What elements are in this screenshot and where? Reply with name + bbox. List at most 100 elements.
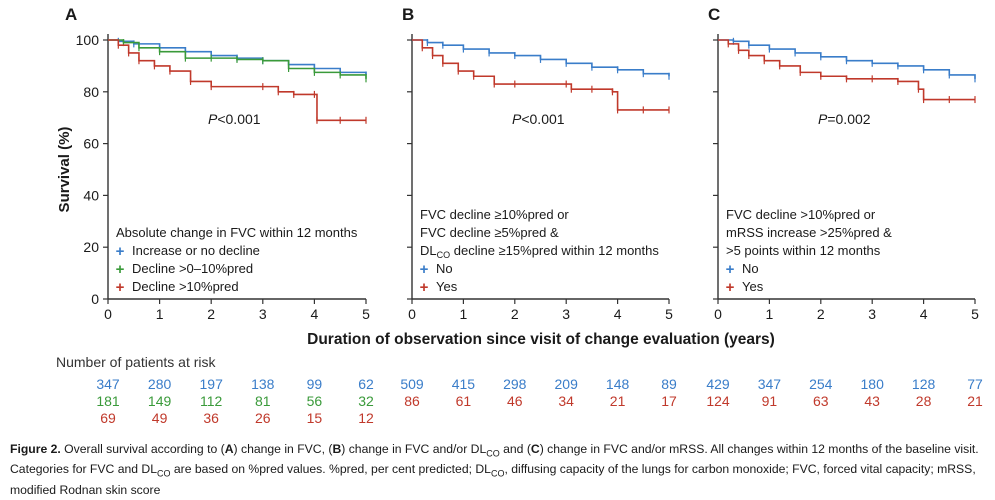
x-tick-label: 2 <box>817 306 825 322</box>
risk-table-cell: 63 <box>813 393 829 409</box>
risk-table-cell: 17 <box>661 393 677 409</box>
y-tick-label: 0 <box>91 291 99 307</box>
risk-table-cell: 209 <box>554 376 578 392</box>
risk-table-cell: 61 <box>455 393 472 409</box>
risk-table-cell: 81 <box>255 393 271 409</box>
x-tick-label: 0 <box>714 306 722 322</box>
p-value-text: =0.002 <box>827 111 870 127</box>
legend-marker: + <box>726 279 735 296</box>
legend-title: FVC decline ≥5%pred & <box>420 225 559 240</box>
caption-text: Overall survival according to ( <box>60 442 225 456</box>
panel-label: A <box>65 5 77 24</box>
x-tick-label: 1 <box>766 306 774 322</box>
legend-entry-label: No <box>742 261 759 276</box>
p-value-text: <0.001 <box>521 111 564 127</box>
risk-table-cell: 32 <box>358 393 374 409</box>
x-tick-label: 3 <box>562 306 570 322</box>
legend-marker: + <box>116 261 125 278</box>
y-tick-label: 80 <box>83 84 99 100</box>
x-tick-label: 5 <box>665 306 673 322</box>
risk-table-cell: 21 <box>609 393 626 409</box>
risk-table-cell: 112 <box>200 393 223 409</box>
x-tick-label: 3 <box>868 306 876 322</box>
risk-table-cell: 36 <box>203 410 219 426</box>
legend-title-text: decline ≥15%pred within 12 months <box>450 243 659 258</box>
x-axis-label: Duration of observation since visit of c… <box>307 331 775 348</box>
x-tick-label: 0 <box>408 306 416 322</box>
caption-text: , diffusing capacity of the lungs for ca… <box>10 462 976 497</box>
risk-table-cell: 124 <box>706 393 730 409</box>
risk-table-cell: 91 <box>761 393 778 409</box>
risk-table-cell: 298 <box>503 376 527 392</box>
x-tick-label: 4 <box>311 306 319 322</box>
risk-table-cell: 89 <box>661 376 677 392</box>
caption-subscript: CO <box>157 468 171 479</box>
x-tick-label: 4 <box>920 306 928 322</box>
caption-text: and ( <box>499 442 531 456</box>
legend-marker: + <box>726 261 735 278</box>
x-tick-label: 3 <box>259 306 267 322</box>
risk-table-cell: 15 <box>306 410 323 426</box>
legend-title: FVC decline ≥10%pred or <box>420 207 569 222</box>
x-tick-label: 1 <box>460 306 468 322</box>
risk-table-cell: 21 <box>967 393 983 409</box>
legend-entry-label: No <box>436 261 453 276</box>
risk-table-cell: 34 <box>558 393 574 409</box>
risk-table-cell: 43 <box>864 393 880 409</box>
p-value-annotation: P<0.001 <box>512 111 565 127</box>
risk-table-cell: 415 <box>451 376 476 392</box>
panel-label: C <box>708 5 720 24</box>
risk-table-cell: 429 <box>706 376 730 392</box>
legend-entry-label: Decline >0–10%pred <box>132 261 253 276</box>
legend-title: >5 points within 12 months <box>726 243 881 258</box>
risk-table-cell: 26 <box>255 410 271 426</box>
legend-title-text: DL <box>420 243 437 258</box>
risk-table-cell: 180 <box>860 376 884 392</box>
risk-table-cell: 197 <box>199 376 223 392</box>
caption-text: ) change in FVC and/or mRSS. All changes… <box>10 442 979 477</box>
p-value-symbol: P <box>818 111 828 127</box>
risk-table-cell: 138 <box>251 376 275 392</box>
legend-marker: + <box>420 261 429 278</box>
caption-text: ) change in FVC and/or DL <box>341 442 487 456</box>
caption-text: are based on %pred values. %pred, per ce… <box>170 462 491 477</box>
legend-entry-label: Increase or no decline <box>132 243 260 258</box>
y-tick-label: 40 <box>83 187 99 203</box>
risk-table-cell: 128 <box>911 376 936 392</box>
caption-subscript: CO <box>490 468 505 479</box>
risk-table-cell: 280 <box>147 376 172 392</box>
p-value-symbol: P <box>512 111 522 127</box>
risk-table-cell: 99 <box>306 376 323 392</box>
risk-table-cell: 62 <box>358 376 374 392</box>
y-tick-label: 60 <box>83 136 99 152</box>
x-tick-label: 1 <box>156 306 164 322</box>
x-tick-label: 2 <box>511 306 519 322</box>
legend-title-subscript: CO <box>437 250 451 260</box>
risk-table-cell: 28 <box>915 393 932 409</box>
p-value-annotation: P=0.002 <box>818 111 871 127</box>
p-value-text: <0.001 <box>217 111 260 127</box>
risk-table-cell: 69 <box>100 410 116 426</box>
legend-title: DLCO decline ≥15%pred within 12 months <box>420 243 659 260</box>
risk-table-cell: 181 <box>96 393 120 409</box>
risk-table-cell: 254 <box>809 376 833 392</box>
caption-ref-a: A <box>224 442 234 456</box>
risk-table-title: Number of patients at risk <box>56 354 216 370</box>
risk-table-cell: 86 <box>404 393 420 409</box>
series-line <box>412 39 669 111</box>
x-tick-label: 4 <box>614 306 622 322</box>
legend-marker: + <box>116 243 125 260</box>
x-tick-label: 2 <box>207 306 215 322</box>
legend-title: Absolute change in FVC within 12 months <box>116 225 358 240</box>
risk-table-cell: 347 <box>757 376 782 392</box>
y-tick-label: 20 <box>83 239 99 255</box>
series-line <box>108 39 366 122</box>
legend-marker: + <box>116 279 125 296</box>
p-value-annotation: P<0.001 <box>208 111 261 127</box>
caption-label: Figure 2. <box>10 442 61 456</box>
p-value-symbol: P <box>208 111 218 127</box>
caption-ref-c: C <box>530 442 540 456</box>
risk-table-cell: 56 <box>306 393 323 409</box>
risk-table-cell: 46 <box>507 393 523 409</box>
